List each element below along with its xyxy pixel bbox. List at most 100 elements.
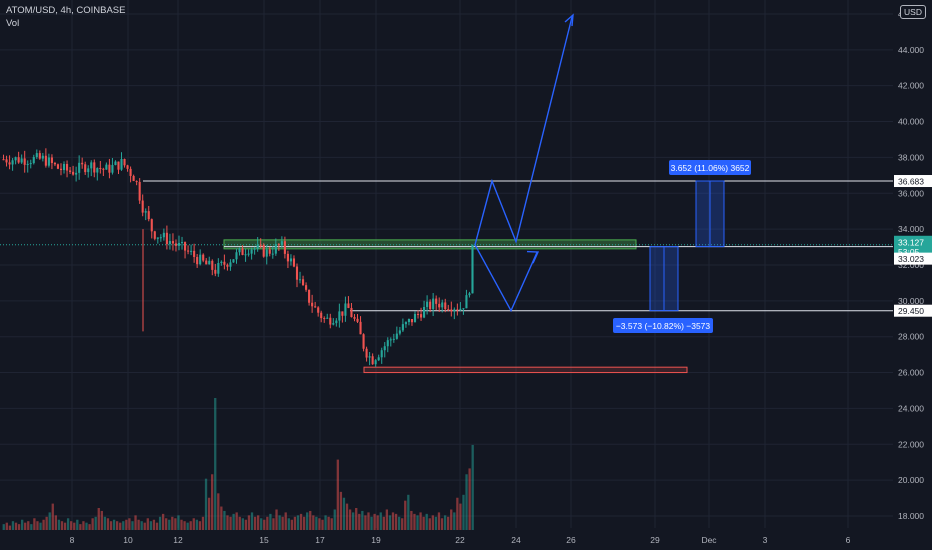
x-tick-label: 12 <box>173 535 183 545</box>
candle-body <box>126 165 129 169</box>
y-tick-label: 42.000 <box>898 81 924 91</box>
candle-body <box>350 307 353 318</box>
candle-body <box>62 163 66 171</box>
volume-bar <box>266 516 269 530</box>
candle-body <box>359 321 362 335</box>
volume-bar <box>165 518 168 530</box>
volume-bar <box>122 521 125 530</box>
bull-path <box>474 16 573 245</box>
symbol-title[interactable]: ATOM/USD, 4h, COINBASE <box>6 5 126 16</box>
candle-body <box>114 161 117 166</box>
volume-bar <box>330 518 333 530</box>
level-lines <box>0 180 893 312</box>
candle-body <box>413 313 417 323</box>
candle-body <box>459 308 462 311</box>
volume-bar <box>293 516 297 530</box>
candle-body <box>438 303 441 308</box>
grid <box>0 0 893 528</box>
volume-bar <box>30 524 33 530</box>
volume-bar <box>119 522 122 530</box>
candle-body <box>177 242 181 246</box>
volume-bar <box>407 494 410 530</box>
candle-body <box>108 164 111 173</box>
time-axis[interactable]: 8 10 12 15 17 19 22 24 26 29 Dec 3 6 <box>70 535 851 545</box>
candle-body <box>53 162 57 165</box>
candle-body <box>69 170 72 172</box>
candle-body <box>241 248 244 255</box>
volume-bar <box>91 518 94 530</box>
tag-middle-bg <box>894 252 932 265</box>
volume-bar <box>269 513 272 530</box>
candle-body <box>262 244 265 257</box>
candle-body <box>81 162 84 165</box>
volume-bar <box>189 521 192 530</box>
volume-bar <box>296 515 300 530</box>
volume-bar <box>336 459 339 530</box>
candle-body <box>90 162 93 169</box>
candle-body <box>353 317 356 319</box>
candle-body <box>26 163 29 165</box>
volume-bar <box>306 512 309 530</box>
volume-bar <box>168 519 171 530</box>
candle-body <box>407 318 411 323</box>
candle-body <box>202 254 205 261</box>
candle-body <box>50 157 53 163</box>
volume-bar <box>204 478 208 530</box>
candle-body <box>308 289 311 303</box>
volume-bar <box>103 516 107 530</box>
candle-body <box>280 241 283 246</box>
volume-bar <box>85 522 88 530</box>
volume-bar <box>391 512 395 530</box>
volume-bar <box>459 503 462 530</box>
volume-bar <box>443 515 447 530</box>
volume-label[interactable]: Vol <box>6 18 20 29</box>
candle-body <box>311 302 314 307</box>
volume-bar <box>42 519 45 530</box>
volume-bar <box>171 516 174 530</box>
volume-bar <box>217 493 220 530</box>
volume-bar <box>339 491 343 530</box>
candle-body <box>274 244 277 254</box>
candle-body <box>395 333 398 339</box>
candle-body <box>323 318 326 320</box>
volume-bar <box>382 516 385 530</box>
candle-body <box>120 159 123 170</box>
candle-body <box>199 254 202 265</box>
candle-body <box>277 244 280 246</box>
volume-bar <box>260 518 263 530</box>
tag-resistance-bg <box>894 175 932 188</box>
candle-body <box>56 164 60 169</box>
x-tick-label: 8 <box>70 535 75 545</box>
volume-bar <box>361 510 364 530</box>
volume-bar <box>324 515 327 530</box>
y-tick-label: 18.000 <box>898 511 924 521</box>
candle-body <box>305 285 308 290</box>
currency-badge[interactable]: USD <box>900 5 926 19</box>
volume-bar <box>39 522 42 530</box>
candle-body <box>20 158 23 163</box>
y-tick-label: 28.000 <box>898 332 924 342</box>
candle-body <box>223 261 226 265</box>
candle-body <box>229 262 232 267</box>
price-axis[interactable]: 18.000 20.000 22.000 24.000 26.000 28.000 30.0… <box>898 9 924 521</box>
volume-bar <box>48 512 51 530</box>
candles <box>2 148 474 367</box>
candle-body <box>410 318 414 323</box>
volume-bar <box>192 518 195 530</box>
measure-label-bg-up <box>669 160 751 175</box>
tag-support: 29.450 <box>898 306 924 316</box>
candle-body <box>5 159 8 163</box>
volume-bar <box>88 524 91 530</box>
candle-body <box>253 248 256 250</box>
y-tick-label: 44.000 <box>898 45 924 55</box>
candle-body <box>165 232 168 245</box>
volume-bar <box>253 516 257 530</box>
x-tick-label: 26 <box>566 535 576 545</box>
candle-body <box>256 244 259 249</box>
volume-bar <box>24 522 27 530</box>
volume-bar <box>66 518 70 530</box>
volume-bar <box>158 516 162 530</box>
candle-body <box>401 324 404 331</box>
volume-bar <box>100 510 103 530</box>
